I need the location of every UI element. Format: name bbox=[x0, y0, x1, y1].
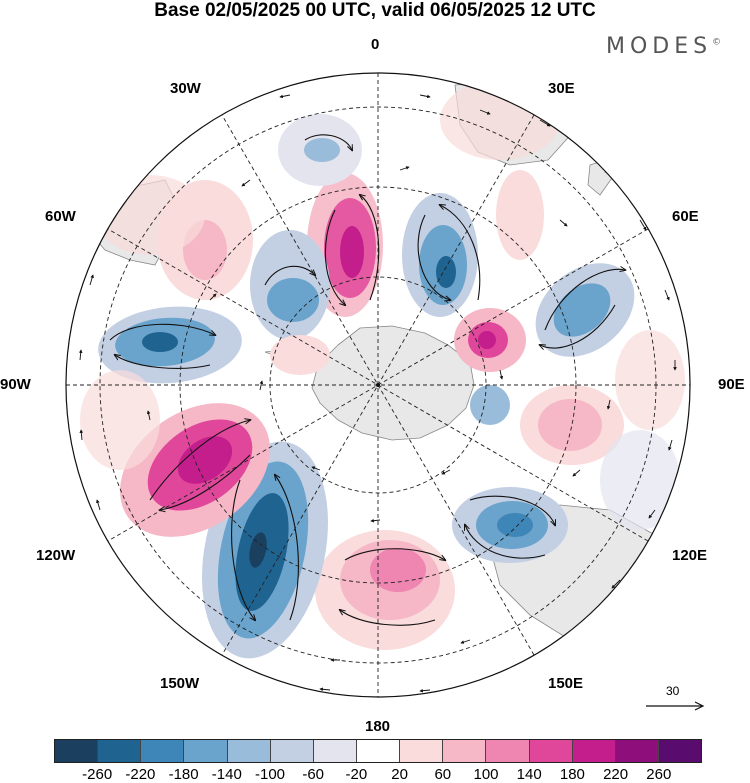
colorbar-tick-label: 20 bbox=[391, 766, 408, 783]
colorbar-tick-label: -260 bbox=[82, 766, 113, 783]
anomaly-shading bbox=[80, 80, 685, 659]
polar-stereographic-map bbox=[65, 72, 691, 698]
south-pole-marker bbox=[376, 383, 380, 387]
reference-vector-arrow bbox=[646, 701, 705, 711]
lon-label-30e: 30E bbox=[548, 80, 575, 97]
colorbar-segment bbox=[356, 740, 401, 762]
colorbar-segment bbox=[184, 740, 228, 762]
colorbar-segment bbox=[486, 740, 530, 762]
lon-label-60w: 60W bbox=[45, 208, 76, 225]
streamlines bbox=[109, 134, 625, 626]
colorbar-tick-label: 260 bbox=[646, 766, 672, 783]
colorbar-tick-label: -100 bbox=[254, 766, 286, 783]
colorbar bbox=[54, 739, 702, 763]
colorbar-segment bbox=[400, 740, 444, 762]
colorbar-tick-label: 220 bbox=[603, 766, 629, 783]
lon-label-120e: 120E bbox=[672, 547, 708, 564]
colorbar-tick-label: -140 bbox=[211, 766, 242, 783]
colorbar-tick-label: 100 bbox=[473, 766, 499, 783]
colorbar-segment bbox=[98, 740, 142, 762]
modes-logo: MODES© bbox=[606, 34, 721, 59]
colorbar-segment bbox=[658, 740, 702, 762]
map-boundary bbox=[65, 72, 691, 698]
colorbar-segment bbox=[313, 740, 357, 762]
colorbar-tick-label: 140 bbox=[516, 766, 542, 783]
reference-vector-label: 30 bbox=[666, 684, 680, 698]
colorbar-segment bbox=[529, 740, 573, 762]
colorbar-tick-label: -20 bbox=[345, 766, 368, 783]
map-content bbox=[66, 73, 690, 697]
colorbar-segment bbox=[55, 740, 99, 762]
lon-label-0: 0 bbox=[371, 36, 380, 53]
colorbar-tick-label: 180 bbox=[559, 766, 585, 783]
lon-label-150w: 150W bbox=[160, 675, 200, 692]
colorbar-tick-label: -60 bbox=[302, 766, 325, 783]
lon-label-90e: 90E bbox=[718, 376, 745, 393]
lon-label-150e: 150E bbox=[548, 675, 584, 692]
antarctica-landmass bbox=[311, 325, 475, 441]
colorbar-segment bbox=[227, 740, 271, 762]
colorbar-segment bbox=[141, 740, 185, 762]
colorbar-segment bbox=[572, 740, 616, 762]
copyright-mark: © bbox=[712, 37, 722, 48]
colorbar-tick-label: -180 bbox=[168, 766, 199, 783]
map-title: Base 02/05/2025 00 UTC, valid 06/05/2025… bbox=[154, 0, 596, 21]
lon-label-60e: 60E bbox=[672, 208, 699, 225]
lon-label-120w: 120W bbox=[36, 547, 76, 564]
colorbar-segment bbox=[443, 740, 487, 762]
colorbar-segment bbox=[615, 740, 659, 762]
lon-label-90w: 90W bbox=[0, 376, 31, 393]
colorbar-tick-label: 60 bbox=[434, 766, 452, 783]
lon-label-180: 180 bbox=[365, 718, 391, 735]
brand-text: MODES bbox=[606, 34, 713, 59]
colorbar-tick-labels: -260 -220 -180 -140 -100 -60 -20 20 60 100 140 180 2… bbox=[54, 766, 702, 783]
colorbar-tick-label: -220 bbox=[125, 766, 156, 783]
colorbar-segment bbox=[270, 740, 314, 762]
lon-label-30w: 30W bbox=[170, 80, 201, 97]
